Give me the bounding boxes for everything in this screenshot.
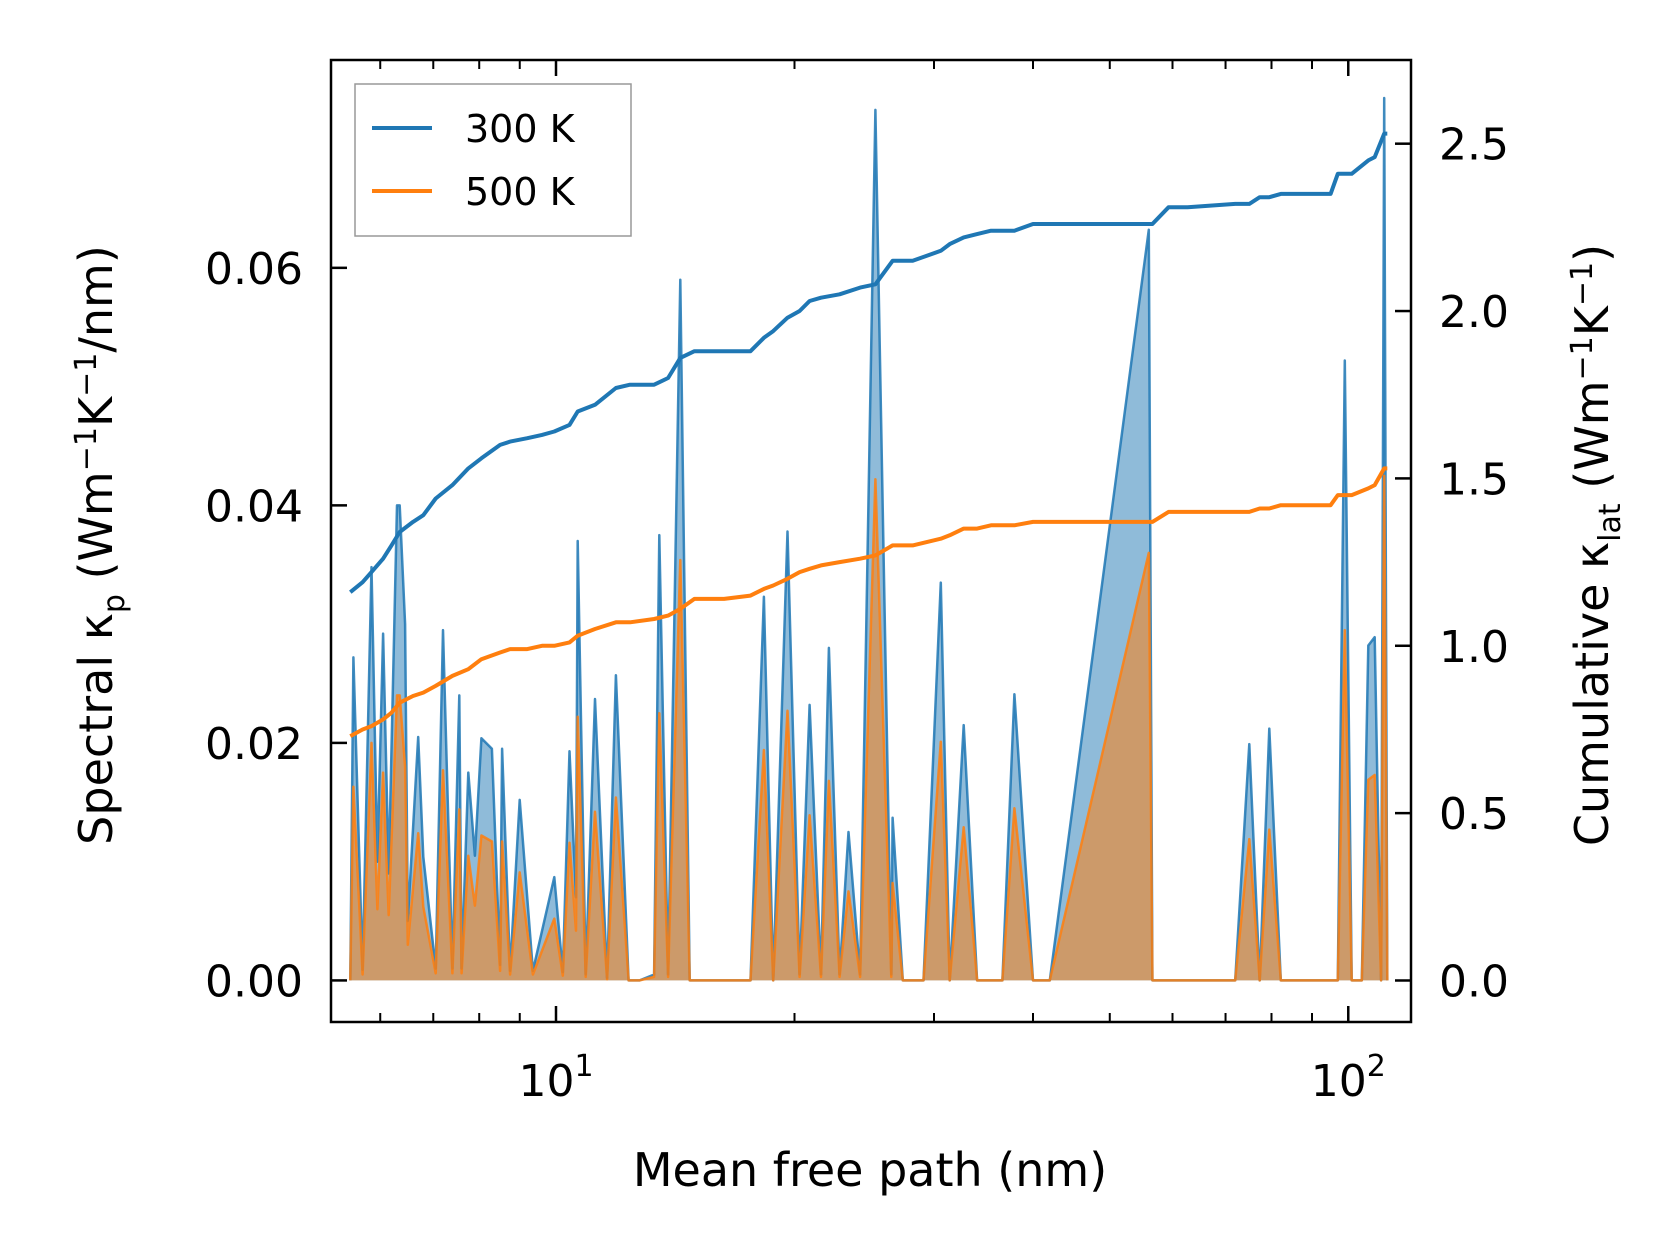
y-right-title-a: Cumulative κ [1565,542,1619,846]
y-right-tick-label: 2.5 [1439,120,1509,171]
x-tick-label: 102 [1311,1049,1386,1107]
y-left-title-sup2: −1 [69,353,104,397]
cumulative-line-300k [349,131,1388,594]
y-right-tick-label: 1.5 [1439,454,1509,505]
tick-layer [331,60,1411,1022]
x-tick-exponent: 1 [574,1049,593,1084]
y-left-tick-label: 0.02 [205,719,303,770]
legend-label-300k: 300 K [465,107,576,151]
x-tick-label: 101 [518,1049,593,1107]
y-right-title-sup2: −1 [1565,262,1600,306]
y-left-tick-label: 0.04 [205,481,303,532]
y-left-title-d: /nm) [69,245,123,352]
y-left-title-sub: p [97,594,132,613]
y-left-title-b: (Wm [69,471,123,594]
y-right-tick-label: 2.0 [1439,287,1509,338]
y-right-title-b: (Wm [1565,380,1619,503]
legend-label-500k: 500 K [465,170,576,214]
legend: 300 K 500 K [354,83,632,237]
y-left-tick-label: 0.06 [205,244,303,295]
y-right-axis-title: Cumulative κlat (Wm−1K−1) [1565,244,1628,846]
label-layer: 0.00 0.02 0.04 0.06 0.0 0.5 1.0 1.5 2.0 2.5 101 102 [205,120,1509,1107]
y-left-tick-label: 0.00 [205,956,303,1007]
y-left-title-c: K [69,395,123,427]
y-left-title-a: Spectral κ [69,613,123,845]
y-left-axis-title: Spectral κp (Wm−1K−1/nm) [69,245,132,845]
plot-frame [329,58,1413,1024]
legend-box [354,83,632,237]
y-right-tick-label: 1.0 [1439,622,1509,673]
spectral-line-layer [349,96,1389,982]
y-right-title-sup1: −1 [1565,336,1600,380]
y-right-title-d: ) [1565,244,1619,262]
y-right-tick-label: 0.5 [1439,789,1509,840]
cumulative-line-500k [349,466,1388,738]
y-right-title-sub: lat [1593,503,1628,542]
cumulative-line-layer [349,131,1388,738]
y-left-title-sup1: −1 [69,427,104,471]
y-right-title-c: K [1565,304,1619,336]
y-right-tick-label: 0.0 [1439,956,1509,1007]
spectral-line-500k [349,474,1389,982]
x-axis-title: Mean free path (nm) [633,1143,1107,1197]
x-tick-exponent: 2 [1367,1049,1386,1084]
